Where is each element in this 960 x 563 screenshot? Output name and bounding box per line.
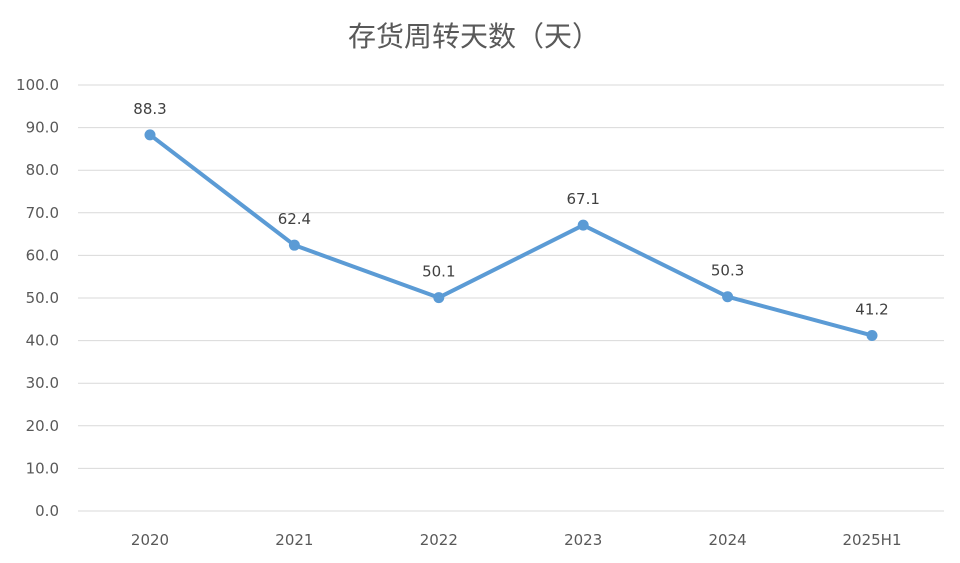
data-point — [288, 239, 300, 251]
y-tick-label: 100.0 — [16, 76, 59, 94]
y-tick-label: 60.0 — [26, 246, 59, 264]
series-line-group — [148, 132, 874, 338]
x-tick-label: 2022 — [420, 531, 458, 549]
x-tick-label: 2020 — [131, 531, 169, 549]
x-axis-ticks: 2020 2021 2022 2023 2024 2025H1 — [131, 531, 902, 549]
data-label: 67.1 — [566, 190, 599, 208]
data-label: 50.1 — [422, 263, 455, 281]
y-tick-label: 40.0 — [26, 332, 59, 350]
data-labels: 88.3 62.4 50.1 67.1 50.3 41.2 — [133, 100, 888, 319]
data-point — [144, 129, 156, 141]
x-tick-label: 2025H1 — [843, 531, 902, 549]
data-label: 50.3 — [711, 262, 744, 280]
data-label: 62.4 — [278, 210, 311, 228]
x-tick-label: 2021 — [275, 531, 313, 549]
gridlines — [78, 84, 944, 512]
y-tick-label: 30.0 — [26, 374, 59, 392]
data-point — [722, 291, 734, 303]
x-tick-label: 2023 — [564, 531, 602, 549]
y-tick-label: 90.0 — [26, 119, 59, 137]
data-point — [577, 219, 589, 231]
y-tick-label: 20.0 — [26, 417, 59, 435]
y-tick-label: 10.0 — [26, 459, 59, 477]
data-point — [433, 292, 445, 304]
y-tick-label: 80.0 — [26, 161, 59, 179]
y-tick-label: 70.0 — [26, 204, 59, 222]
x-tick-label: 2024 — [709, 531, 747, 549]
chart-title: 存货周转天数（天） — [348, 20, 600, 53]
series-line — [148, 132, 874, 338]
data-point — [866, 329, 878, 341]
y-tick-label: 50.0 — [26, 289, 59, 307]
data-label: 41.2 — [855, 300, 888, 318]
data-points — [144, 129, 878, 341]
data-label: 88.3 — [133, 100, 166, 118]
y-tick-label: 0.0 — [35, 502, 59, 520]
y-axis-ticks: 0.0 10.0 20.0 30.0 40.0 50.0 60.0 70.0 80.0 90.0 1… — [16, 76, 59, 520]
